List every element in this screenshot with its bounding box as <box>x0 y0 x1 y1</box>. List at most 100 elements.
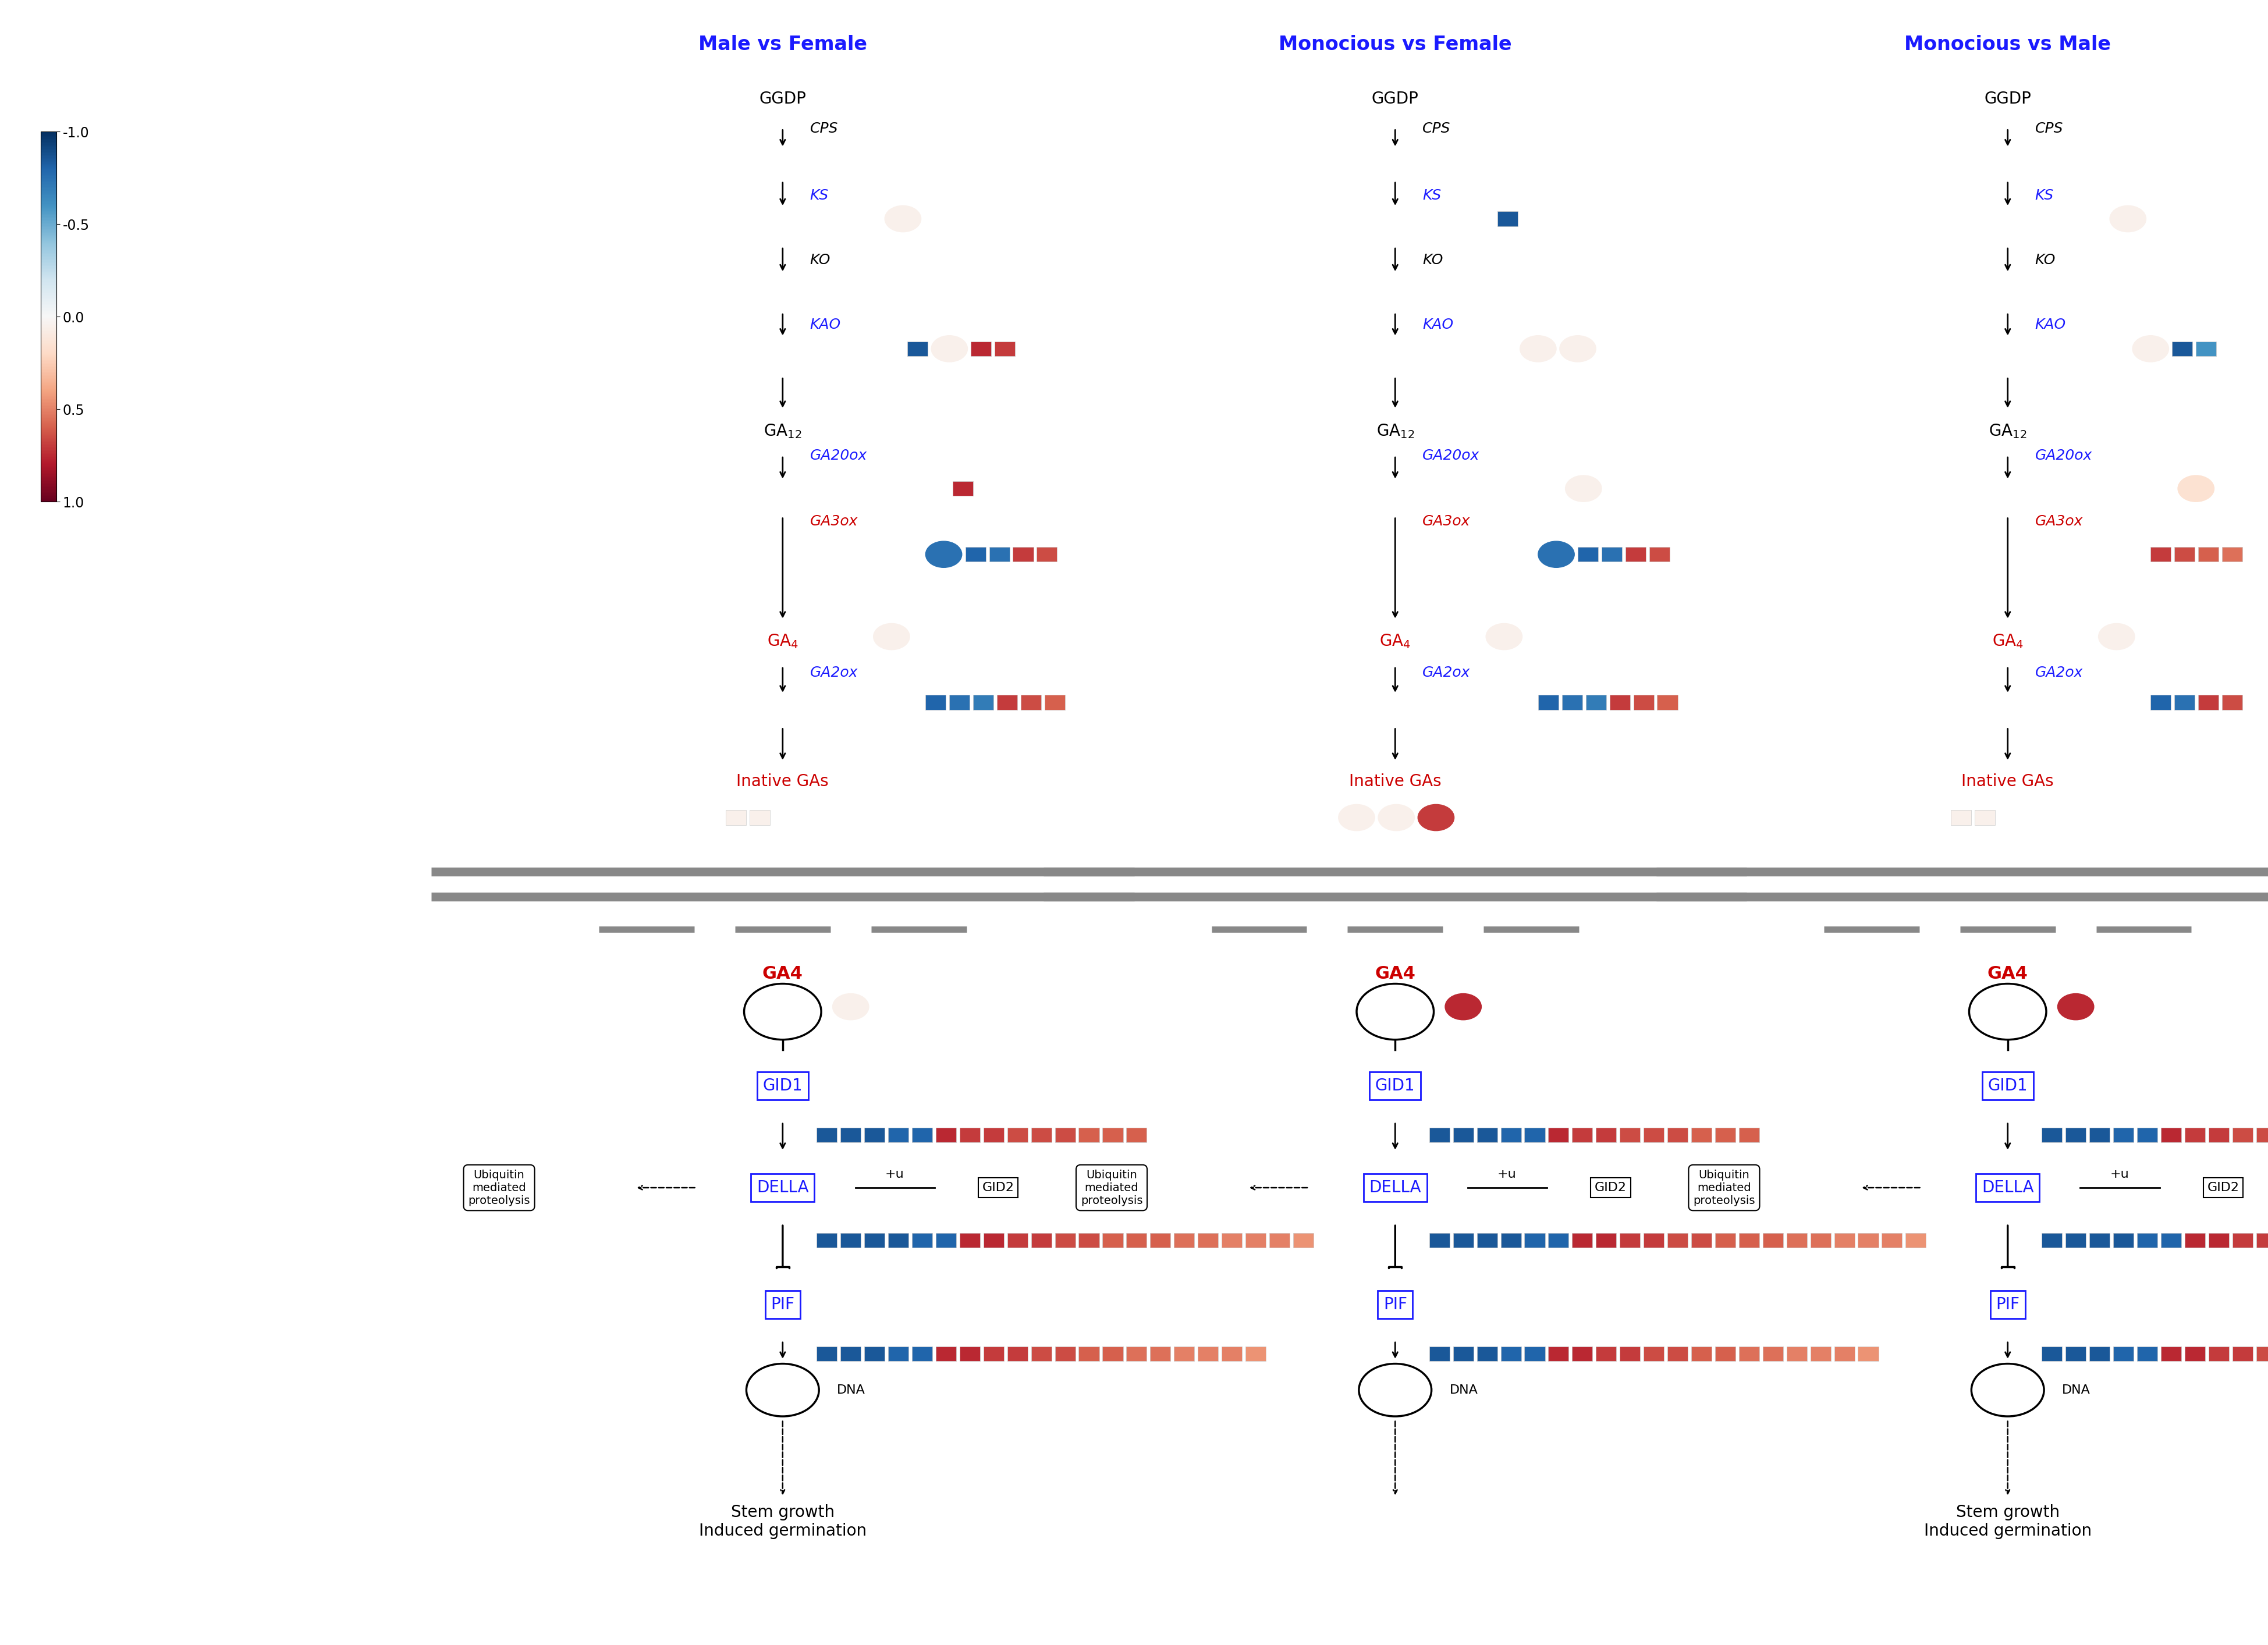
FancyBboxPatch shape <box>1102 1346 1123 1362</box>
Text: GA$_4$: GA$_4$ <box>1991 633 2023 650</box>
FancyBboxPatch shape <box>1524 1346 1545 1362</box>
FancyBboxPatch shape <box>1810 1234 1830 1247</box>
FancyBboxPatch shape <box>2064 1128 2087 1142</box>
FancyBboxPatch shape <box>2254 1346 2268 1362</box>
FancyBboxPatch shape <box>1619 1346 1640 1362</box>
FancyBboxPatch shape <box>2254 1128 2268 1142</box>
FancyBboxPatch shape <box>864 1234 885 1247</box>
FancyBboxPatch shape <box>912 1128 932 1142</box>
FancyBboxPatch shape <box>2041 1234 2062 1247</box>
Text: Male vs Female: Male vs Female <box>699 35 866 54</box>
Circle shape <box>832 994 869 1020</box>
FancyBboxPatch shape <box>2136 1128 2157 1142</box>
FancyBboxPatch shape <box>1642 1234 1665 1247</box>
FancyBboxPatch shape <box>2161 1346 2182 1362</box>
FancyBboxPatch shape <box>2064 1346 2087 1362</box>
FancyBboxPatch shape <box>1476 1128 1497 1142</box>
Circle shape <box>1445 994 1481 1020</box>
Text: GGDP: GGDP <box>760 90 805 107</box>
FancyBboxPatch shape <box>1080 1346 1098 1362</box>
FancyBboxPatch shape <box>1857 1346 1878 1362</box>
FancyBboxPatch shape <box>948 694 971 711</box>
FancyBboxPatch shape <box>1950 811 1971 826</box>
Text: Ubiquitin
mediated
proteolysis: Ubiquitin mediated proteolysis <box>1692 1170 1755 1206</box>
FancyBboxPatch shape <box>1036 546 1057 561</box>
FancyBboxPatch shape <box>1125 1234 1145 1247</box>
Text: KO: KO <box>810 253 830 266</box>
FancyBboxPatch shape <box>1667 1128 1687 1142</box>
Circle shape <box>885 206 921 232</box>
Text: GGDP: GGDP <box>1372 90 1418 107</box>
FancyBboxPatch shape <box>1538 694 1558 711</box>
FancyBboxPatch shape <box>2184 1346 2204 1362</box>
FancyBboxPatch shape <box>1429 1234 1449 1247</box>
FancyBboxPatch shape <box>1270 1234 1290 1247</box>
FancyBboxPatch shape <box>1007 1346 1027 1362</box>
FancyBboxPatch shape <box>989 546 1009 561</box>
FancyBboxPatch shape <box>2161 1128 2182 1142</box>
FancyBboxPatch shape <box>966 546 984 561</box>
FancyBboxPatch shape <box>1080 1128 1098 1142</box>
FancyBboxPatch shape <box>912 1346 932 1362</box>
Circle shape <box>2132 336 2168 362</box>
FancyBboxPatch shape <box>887 1346 907 1362</box>
Text: DNA: DNA <box>2062 1383 2091 1397</box>
Text: Ubiquitin
mediated
proteolysis: Ubiquitin mediated proteolysis <box>467 1170 531 1206</box>
Text: GA$_4$: GA$_4$ <box>1379 633 1411 650</box>
Text: +u: +u <box>885 1168 903 1181</box>
Text: PIF: PIF <box>1383 1296 1406 1313</box>
Text: KS: KS <box>810 189 828 202</box>
FancyBboxPatch shape <box>2041 1346 2062 1362</box>
FancyBboxPatch shape <box>2220 546 2241 561</box>
FancyBboxPatch shape <box>1007 1234 1027 1247</box>
FancyBboxPatch shape <box>839 1128 862 1142</box>
FancyBboxPatch shape <box>1810 1346 1830 1362</box>
FancyBboxPatch shape <box>839 1234 862 1247</box>
FancyBboxPatch shape <box>2173 342 2191 355</box>
Text: GA$_4$: GA$_4$ <box>767 633 798 650</box>
FancyBboxPatch shape <box>1102 1234 1123 1247</box>
FancyBboxPatch shape <box>2198 694 2218 711</box>
Text: GA4: GA4 <box>1374 966 1415 982</box>
FancyBboxPatch shape <box>959 1234 980 1247</box>
FancyBboxPatch shape <box>971 342 991 355</box>
Circle shape <box>1486 623 1522 650</box>
FancyBboxPatch shape <box>1642 1128 1665 1142</box>
FancyBboxPatch shape <box>2232 1234 2252 1247</box>
Text: CPS: CPS <box>1422 122 1449 135</box>
Text: KO: KO <box>2034 253 2055 266</box>
FancyBboxPatch shape <box>1452 1346 1474 1362</box>
FancyBboxPatch shape <box>1501 1128 1520 1142</box>
FancyBboxPatch shape <box>2254 1234 2268 1247</box>
FancyBboxPatch shape <box>1245 1234 1266 1247</box>
Circle shape <box>2177 475 2214 502</box>
FancyBboxPatch shape <box>1882 1234 1901 1247</box>
Text: Stem growth
Induced germination: Stem growth Induced germination <box>699 1504 866 1540</box>
Text: GID1: GID1 <box>762 1077 803 1094</box>
Text: Inative GAs: Inative GAs <box>1349 773 1440 790</box>
FancyBboxPatch shape <box>2041 1128 2062 1142</box>
FancyBboxPatch shape <box>1715 1234 1735 1247</box>
FancyBboxPatch shape <box>1833 1346 1855 1362</box>
FancyBboxPatch shape <box>1715 1346 1735 1362</box>
FancyBboxPatch shape <box>1524 1234 1545 1247</box>
Circle shape <box>2098 623 2134 650</box>
FancyBboxPatch shape <box>1857 1234 1878 1247</box>
Text: Ubiquitin
mediated
proteolysis: Ubiquitin mediated proteolysis <box>1080 1170 1143 1206</box>
FancyBboxPatch shape <box>984 1234 1002 1247</box>
FancyBboxPatch shape <box>1619 1234 1640 1247</box>
FancyBboxPatch shape <box>1501 1346 1520 1362</box>
FancyBboxPatch shape <box>1833 1234 1855 1247</box>
FancyBboxPatch shape <box>998 694 1018 711</box>
FancyBboxPatch shape <box>2184 1234 2204 1247</box>
Circle shape <box>1418 804 1454 831</box>
FancyBboxPatch shape <box>1222 1234 1243 1247</box>
FancyBboxPatch shape <box>1429 1128 1449 1142</box>
Text: GA$_{12}$: GA$_{12}$ <box>1989 423 2025 439</box>
FancyBboxPatch shape <box>1547 1128 1569 1142</box>
FancyBboxPatch shape <box>2064 1234 2087 1247</box>
FancyBboxPatch shape <box>1560 694 1581 711</box>
Text: GA3ox: GA3ox <box>1422 515 1470 528</box>
FancyBboxPatch shape <box>1222 1346 1243 1362</box>
FancyBboxPatch shape <box>1597 1346 1615 1362</box>
